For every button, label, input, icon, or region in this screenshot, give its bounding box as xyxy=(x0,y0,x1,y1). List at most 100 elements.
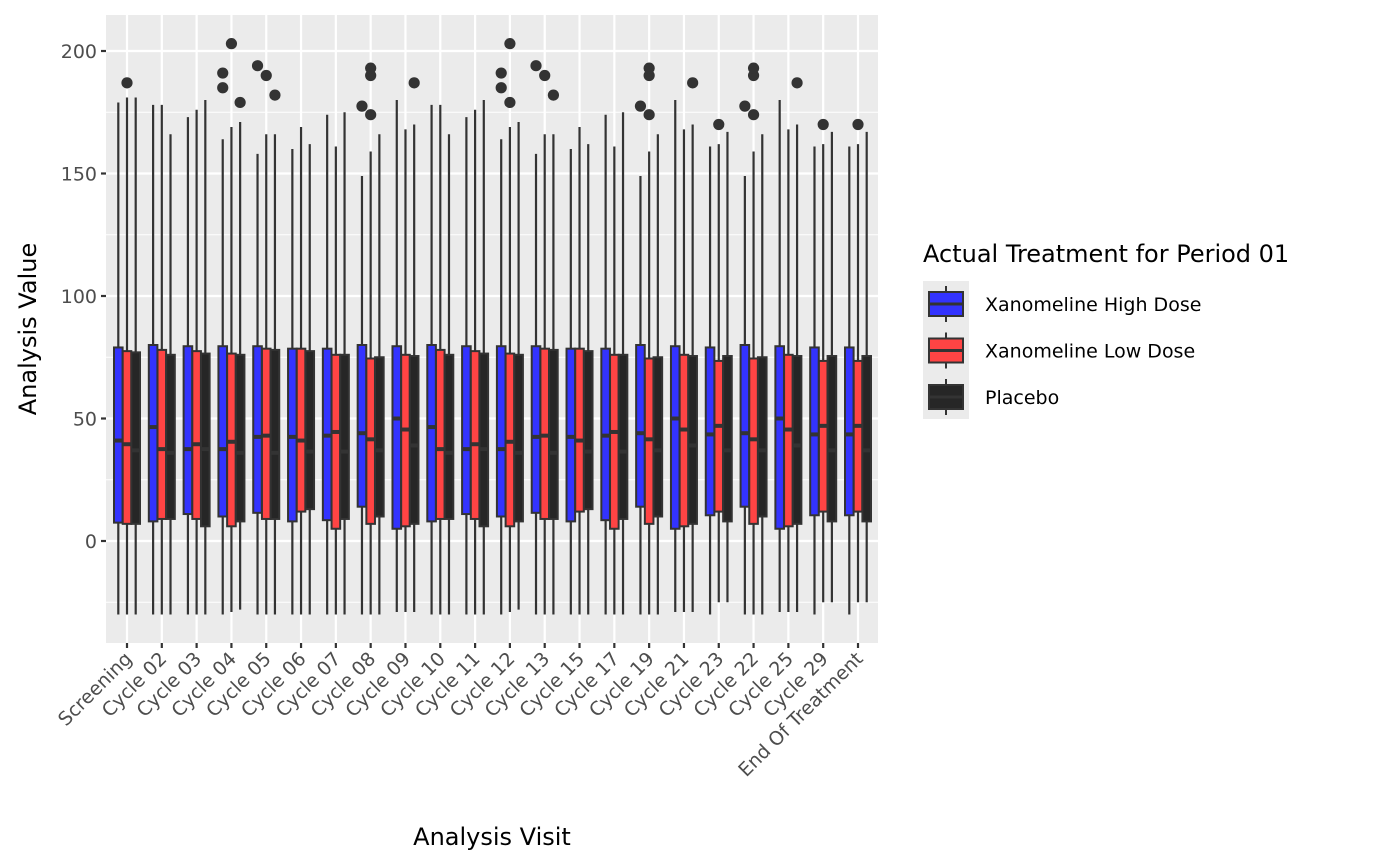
box-xanomeline-high-dose xyxy=(182,117,194,615)
box-xanomeline-low-dose xyxy=(434,104,446,615)
box-iqr xyxy=(826,355,838,523)
box-placebo xyxy=(304,144,316,615)
box-iqr xyxy=(356,344,368,508)
outlier-point xyxy=(747,109,760,121)
box-placebo xyxy=(165,134,176,615)
outlier-point xyxy=(739,100,751,112)
box-placebo xyxy=(582,144,594,615)
box-iqr xyxy=(374,356,385,518)
box-xanomeline-low-dose xyxy=(539,69,551,615)
box-iqr xyxy=(147,344,159,523)
box-placebo xyxy=(234,96,246,610)
box-placebo xyxy=(513,122,524,610)
outlier-point xyxy=(643,62,655,74)
box-iqr xyxy=(200,352,211,528)
box-placebo xyxy=(756,134,768,615)
y-tick-label: 150 xyxy=(61,164,97,186)
box-xanomeline-low-dose xyxy=(121,77,133,615)
box-placebo xyxy=(652,134,664,615)
box-placebo xyxy=(617,112,629,615)
box-iqr xyxy=(113,346,124,524)
box-iqr xyxy=(548,348,559,520)
box-iqr xyxy=(774,345,785,530)
y-tick-label: 0 xyxy=(85,531,97,553)
box-iqr xyxy=(443,353,455,520)
outlier-point xyxy=(251,60,264,72)
box-iqr xyxy=(713,359,725,513)
box-iqr xyxy=(391,345,403,530)
box-iqr xyxy=(791,355,803,525)
box-xanomeline-low-dose xyxy=(400,129,411,613)
outlier-point xyxy=(791,77,803,89)
legend-label: Xanomeline High Dose xyxy=(985,294,1201,316)
box-xanomeline-high-dose xyxy=(774,100,785,613)
box-placebo xyxy=(269,89,281,615)
box-placebo xyxy=(791,77,803,613)
y-tick-label: 50 xyxy=(73,409,97,431)
box-iqr xyxy=(217,345,229,518)
box-iqr xyxy=(530,345,542,514)
box-placebo xyxy=(408,77,420,613)
box-iqr xyxy=(722,355,733,523)
box-iqr xyxy=(817,359,829,513)
box-iqr xyxy=(304,350,316,511)
box-iqr xyxy=(687,355,698,525)
legend-label: Xanomeline Low Dose xyxy=(985,341,1195,363)
box-iqr xyxy=(582,350,594,511)
outlier-point xyxy=(547,89,560,101)
box-iqr xyxy=(408,355,420,525)
box-placebo xyxy=(687,77,699,613)
outlier-point xyxy=(269,89,281,101)
box-iqr xyxy=(809,346,820,517)
box-iqr xyxy=(400,353,411,528)
outlier-point xyxy=(747,62,760,74)
outlier-point xyxy=(356,100,368,112)
box-placebo xyxy=(722,131,733,603)
box-iqr xyxy=(844,346,855,517)
box-layer xyxy=(113,38,873,615)
box-iqr xyxy=(669,345,681,530)
box-iqr xyxy=(121,350,133,525)
box-iqr xyxy=(513,353,524,523)
box-placebo xyxy=(861,131,873,603)
box-xanomeline-low-dose xyxy=(713,118,725,603)
box-iqr xyxy=(756,356,768,518)
box-xanomeline-low-dose xyxy=(365,62,377,615)
outlier-point xyxy=(687,77,699,89)
y-axis: 0 50 100 150 200 xyxy=(61,41,106,553)
box-iqr xyxy=(191,350,202,520)
box-xanomeline-high-dose xyxy=(495,67,507,615)
legend: Actual Treatment for Period 01 Xanomelin… xyxy=(923,240,1289,419)
box-xanomeline-high-dose xyxy=(147,104,159,615)
outlier-point xyxy=(539,69,551,82)
box-xanomeline-high-dose xyxy=(739,100,751,615)
outlier-point xyxy=(643,109,655,121)
box-iqr xyxy=(739,344,751,508)
box-placebo xyxy=(443,134,455,615)
x-axis-title: Analysis Visit xyxy=(413,823,571,851)
outlier-point xyxy=(217,82,229,94)
box-placebo xyxy=(200,100,211,615)
box-xanomeline-high-dose xyxy=(356,100,368,615)
box-iqr xyxy=(426,344,437,523)
box-iqr xyxy=(339,353,350,520)
box-iqr xyxy=(469,350,481,520)
y-tick-label: 200 xyxy=(61,41,97,63)
y-tick-label: 100 xyxy=(61,286,97,308)
box-placebo xyxy=(130,97,141,615)
box-xanomeline-high-dose xyxy=(600,114,611,615)
outlier-point xyxy=(365,62,377,74)
box-xanomeline-low-dose xyxy=(330,146,342,615)
outlier-point xyxy=(504,96,516,109)
box-iqr xyxy=(617,353,629,520)
outlier-point xyxy=(495,67,507,79)
box-iqr xyxy=(182,345,194,516)
legend-label: Placebo xyxy=(985,387,1059,409)
box-iqr xyxy=(269,348,281,520)
box-iqr xyxy=(330,353,342,530)
box-iqr xyxy=(434,348,446,520)
outlier-point xyxy=(217,67,229,79)
legend-title: Actual Treatment for Period 01 xyxy=(923,240,1289,268)
outlier-point xyxy=(121,77,133,89)
